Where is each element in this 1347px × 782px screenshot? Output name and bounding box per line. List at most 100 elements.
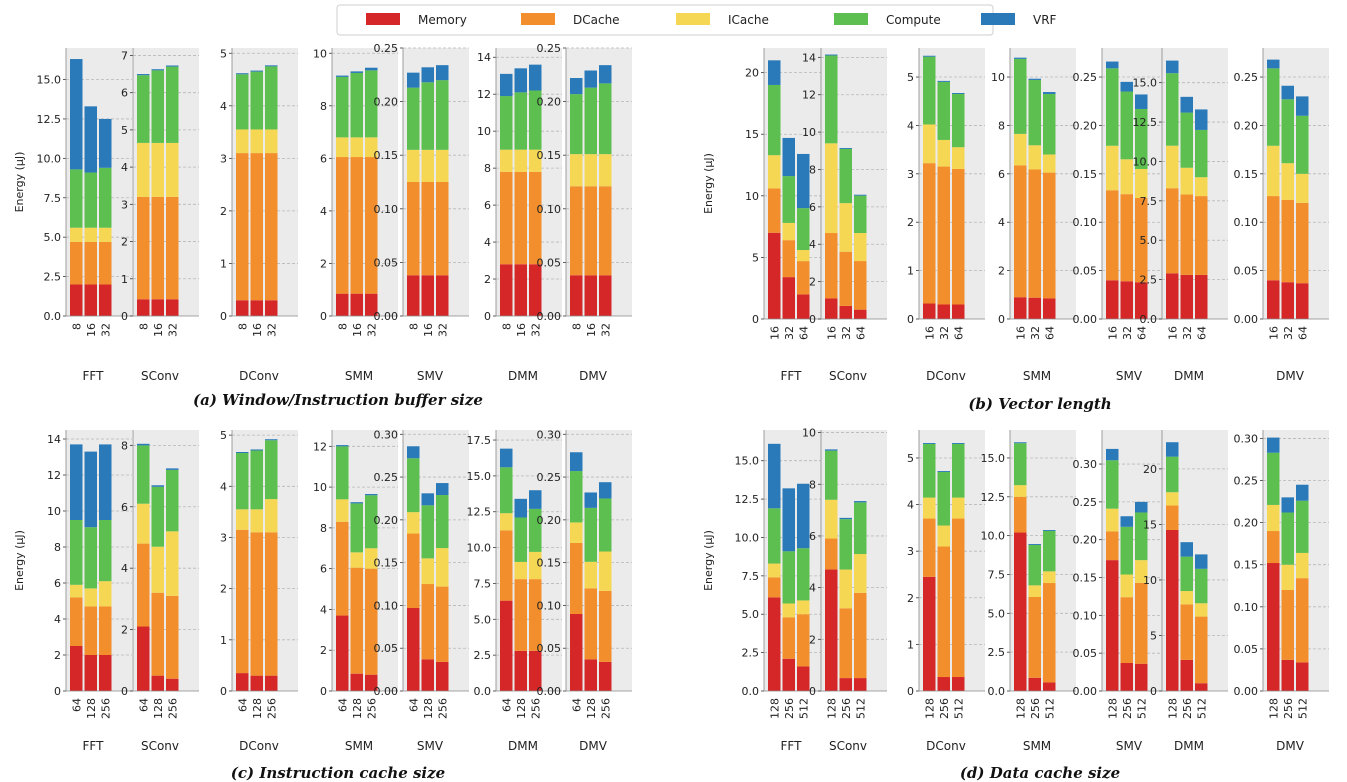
bar-segment-compute	[599, 498, 612, 552]
benchmark-label: SMV	[1116, 369, 1143, 383]
x-tick-label: 16	[422, 323, 435, 337]
bar-segment-vrf	[166, 468, 179, 470]
y-tick-label: 0.05	[1073, 265, 1098, 278]
benchmark-label: SMV	[417, 739, 444, 753]
bar-segment-memory	[1043, 682, 1056, 691]
bar-segment-vrf	[782, 488, 795, 552]
bar-segment-memory	[1195, 683, 1208, 691]
bar-segment-dcache	[854, 592, 867, 679]
bar-segment-compute	[797, 548, 810, 601]
subchart-dmv: 0.00 0.05 0.10 0.15 0.20 0.25 8 16 32 DMV	[537, 42, 632, 383]
bar-segment-vrf	[937, 471, 950, 472]
bar-segment-dcache	[584, 588, 597, 660]
bar-segment-icache	[1267, 504, 1280, 532]
bar-segment-vrf	[825, 449, 838, 451]
bar-segment-memory	[1120, 663, 1133, 691]
bar-segment-memory	[151, 299, 164, 316]
chart-groups: Energy (μJ) (a) Window/Instruction buffer…	[13, 42, 1329, 782]
subchart-dconv: 0 1 2 3 4 5 8 16 32 DConv	[220, 47, 298, 383]
bar-segment-compute	[265, 66, 278, 130]
bar-segment-vrf	[365, 494, 378, 496]
bar-segment-icache	[1014, 485, 1027, 497]
bar-segment-vrf	[336, 445, 349, 447]
y-tick-label: 0.10	[1073, 216, 1098, 229]
bar-segment-icache	[923, 497, 936, 519]
bar-segment-icache	[1014, 133, 1027, 166]
y-tick-label: 10.0	[1133, 155, 1158, 168]
bar-segment-compute	[1043, 530, 1056, 572]
y-tick-label: 0.25	[1073, 496, 1098, 509]
bar-segment-compute	[529, 90, 542, 150]
bar-segment-icache	[854, 554, 867, 593]
subchart-smm: 0 2 4 6 8 10 12 64 128 256 SMM	[313, 430, 398, 753]
bar-segment-dcache	[923, 163, 936, 304]
bar-segment-memory	[365, 293, 378, 316]
bar-segment-dcache	[782, 240, 795, 278]
bar-segment-vrf	[839, 147, 852, 149]
bar-segment-icache	[84, 588, 97, 607]
bar-segment-icache	[236, 129, 249, 154]
x-tick-label: 16	[1106, 326, 1119, 340]
benchmark-label: DConv	[926, 739, 966, 753]
y-tick-label: 2	[121, 624, 128, 637]
bar-segment-memory	[421, 275, 434, 316]
y-tick-label: 2	[54, 649, 61, 662]
bar-segment-icache	[1281, 564, 1294, 590]
bar-segment-memory	[70, 284, 83, 316]
bar-segment-memory	[407, 275, 420, 316]
bar-segment-icache	[84, 227, 97, 242]
y-tick-label: 0	[320, 310, 327, 323]
benchmark-label: DMV	[1276, 369, 1305, 383]
y-tick-label: 6	[809, 530, 816, 543]
bar-segment-dcache	[1281, 199, 1294, 283]
y-tick-label: 0.00	[1073, 313, 1098, 326]
subchart-dmv: 0.00 0.05 0.10 0.15 0.20 0.25 0.30 128 256 512 DMV	[1234, 430, 1329, 753]
bar-segment-vrf	[99, 118, 112, 168]
y-tick-label: 15.0	[735, 455, 760, 468]
bar-segment-dcache	[952, 168, 965, 305]
bar-segment-dcache	[1267, 531, 1280, 564]
y-tick-label: 0	[220, 310, 227, 323]
bar-segment-memory	[500, 264, 513, 316]
x-tick-label: 64	[797, 326, 810, 340]
y-tick-label: 5.0	[988, 607, 1006, 620]
benchmark-label: FFT	[781, 369, 803, 383]
chart-group-3: Energy (μJ) (c) Instruction cache size 0 2 4…	[13, 428, 632, 782]
bar-segment-dcache	[436, 586, 449, 662]
benchmark-label: SMM	[345, 369, 373, 383]
x-tick-label: 256	[938, 698, 951, 719]
y-tick-label: 0.0	[1140, 313, 1158, 326]
bar-segment-icache	[336, 137, 349, 158]
bar-segment-icache	[250, 129, 263, 154]
x-tick-label: 16	[923, 326, 936, 340]
bar-segment-icache	[782, 603, 795, 618]
x-tick-label: 256	[1181, 698, 1194, 719]
caption: (d) Data cache size	[960, 764, 1120, 782]
x-tick-label: 128	[515, 698, 528, 719]
x-tick-label: 32	[436, 323, 449, 337]
bar-segment-memory	[1267, 563, 1280, 691]
bar-segment-dcache	[768, 188, 781, 233]
bar-segment-compute	[350, 72, 363, 138]
bar-segment-compute	[436, 80, 449, 150]
x-tick-label: 128	[85, 698, 98, 719]
bar-segment-compute	[854, 195, 867, 234]
y-tick-label: 6	[320, 152, 327, 165]
y-tick-label: 12	[47, 469, 61, 482]
y-tick-label: 0.15	[1234, 559, 1259, 572]
y-tick-label: 15.0	[37, 74, 62, 87]
benchmark-label: DMM	[1174, 369, 1204, 383]
y-tick-label: 0.05	[374, 256, 399, 269]
bar-segment-icache	[1106, 145, 1119, 191]
bar-segment-memory	[350, 293, 363, 316]
bar-segment-icache	[529, 551, 542, 580]
bar-segment-vrf	[923, 55, 936, 57]
legend-swatch-icache	[676, 13, 710, 25]
y-tick-label: 2.5	[474, 649, 492, 662]
y-tick-label: 15.0	[1133, 77, 1158, 90]
bar-segment-vrf	[1028, 78, 1041, 80]
x-tick-label: 8	[70, 323, 83, 330]
bar-segment-vrf	[166, 65, 179, 67]
bar-segment-vrf	[937, 80, 950, 82]
